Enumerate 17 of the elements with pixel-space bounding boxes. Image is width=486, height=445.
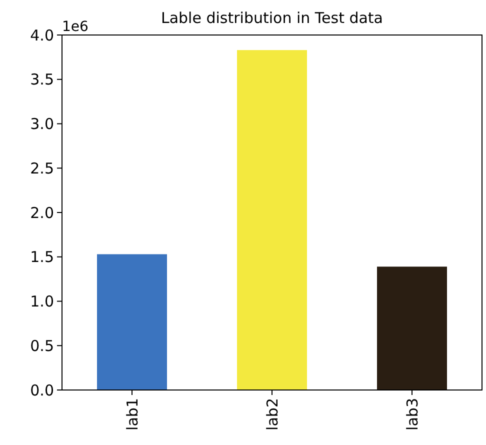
- y-tick-label: 3.5: [30, 70, 54, 89]
- bar: [97, 254, 167, 390]
- y-tick-label: 1.5: [30, 248, 54, 266]
- y-tick-label: 2.0: [30, 204, 54, 222]
- y-tick-label: 1.0: [30, 292, 54, 310]
- x-tick-label: lab1: [123, 398, 142, 430]
- x-tick-label: lab3: [403, 398, 422, 430]
- y-tick-label: 4.0: [30, 26, 54, 44]
- annotation: 1e6: [62, 19, 89, 35]
- y-tick-label: 0.0: [30, 381, 54, 400]
- y-tick-label: 3.0: [30, 115, 54, 133]
- chart-title: Lable distribution in Test data: [160, 9, 384, 27]
- y-tick-label: 2.5: [30, 159, 54, 178]
- y-tick-label: 0.5: [30, 336, 54, 355]
- x-tick-label: lab2: [263, 398, 282, 430]
- bar: [237, 50, 307, 390]
- bar: [377, 266, 447, 390]
